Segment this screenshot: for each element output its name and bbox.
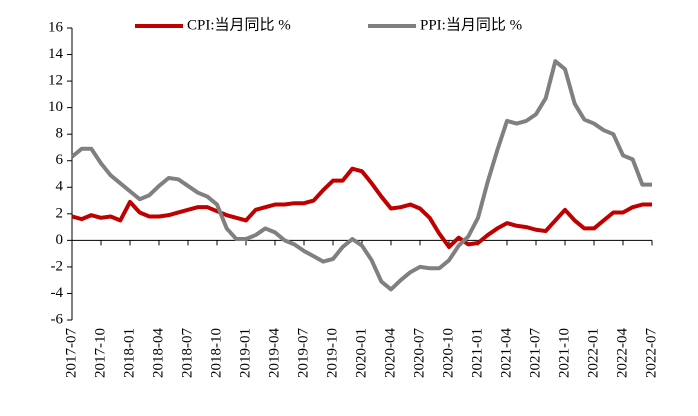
- x-tick-label: 2020-07: [411, 328, 427, 378]
- x-tick-label: 2019-10: [324, 328, 340, 378]
- x-tick-label: 2018-07: [179, 328, 195, 378]
- x-tick-label: 2020-01: [353, 328, 369, 378]
- series-line: [71, 166, 652, 249]
- series-line: [70, 59, 652, 292]
- y-tick-label: -6: [51, 311, 64, 327]
- x-tick-label: 2022-07: [643, 328, 659, 378]
- x-tick-label: 2021-01: [469, 328, 485, 378]
- x-tick-label: 2018-10: [208, 328, 224, 378]
- legend-label: PPI:当月同比 %: [420, 16, 522, 33]
- y-tick-label: 4: [56, 179, 64, 195]
- x-tick-label: 2017-10: [92, 328, 108, 378]
- y-tick-label: 14: [48, 46, 64, 62]
- y-tick-label: 12: [48, 73, 63, 89]
- x-tick-label: 2020-10: [440, 328, 456, 378]
- x-tick-label: 2019-01: [237, 328, 253, 378]
- x-tick-label: 2020-04: [382, 328, 398, 378]
- x-tick-label: 2018-01: [121, 328, 137, 378]
- y-tick-label: 6: [56, 152, 64, 168]
- y-tick-label: 8: [56, 126, 64, 142]
- x-tick-label: 2022-04: [614, 328, 630, 378]
- x-tick-label: 2022-01: [585, 328, 601, 378]
- x-tick-label: 2021-04: [498, 328, 514, 378]
- x-tick-label: 2019-04: [266, 328, 282, 378]
- y-tick-label: 2: [56, 205, 64, 221]
- y-tick-label: -2: [51, 258, 64, 274]
- y-tick-label: 16: [48, 19, 64, 35]
- y-tick-label: -4: [51, 285, 64, 301]
- y-tick-label: 10: [48, 99, 63, 115]
- legend-label: CPI:当月同比 %: [187, 16, 291, 33]
- x-tick-label: 2019-07: [295, 328, 311, 378]
- x-tick-label: 2018-04: [150, 328, 166, 378]
- x-tick-label: 2017-07: [63, 328, 79, 378]
- x-tick-label: 2021-10: [556, 328, 572, 378]
- x-tick-label: 2021-07: [527, 328, 543, 378]
- y-tick-label: 0: [56, 232, 64, 248]
